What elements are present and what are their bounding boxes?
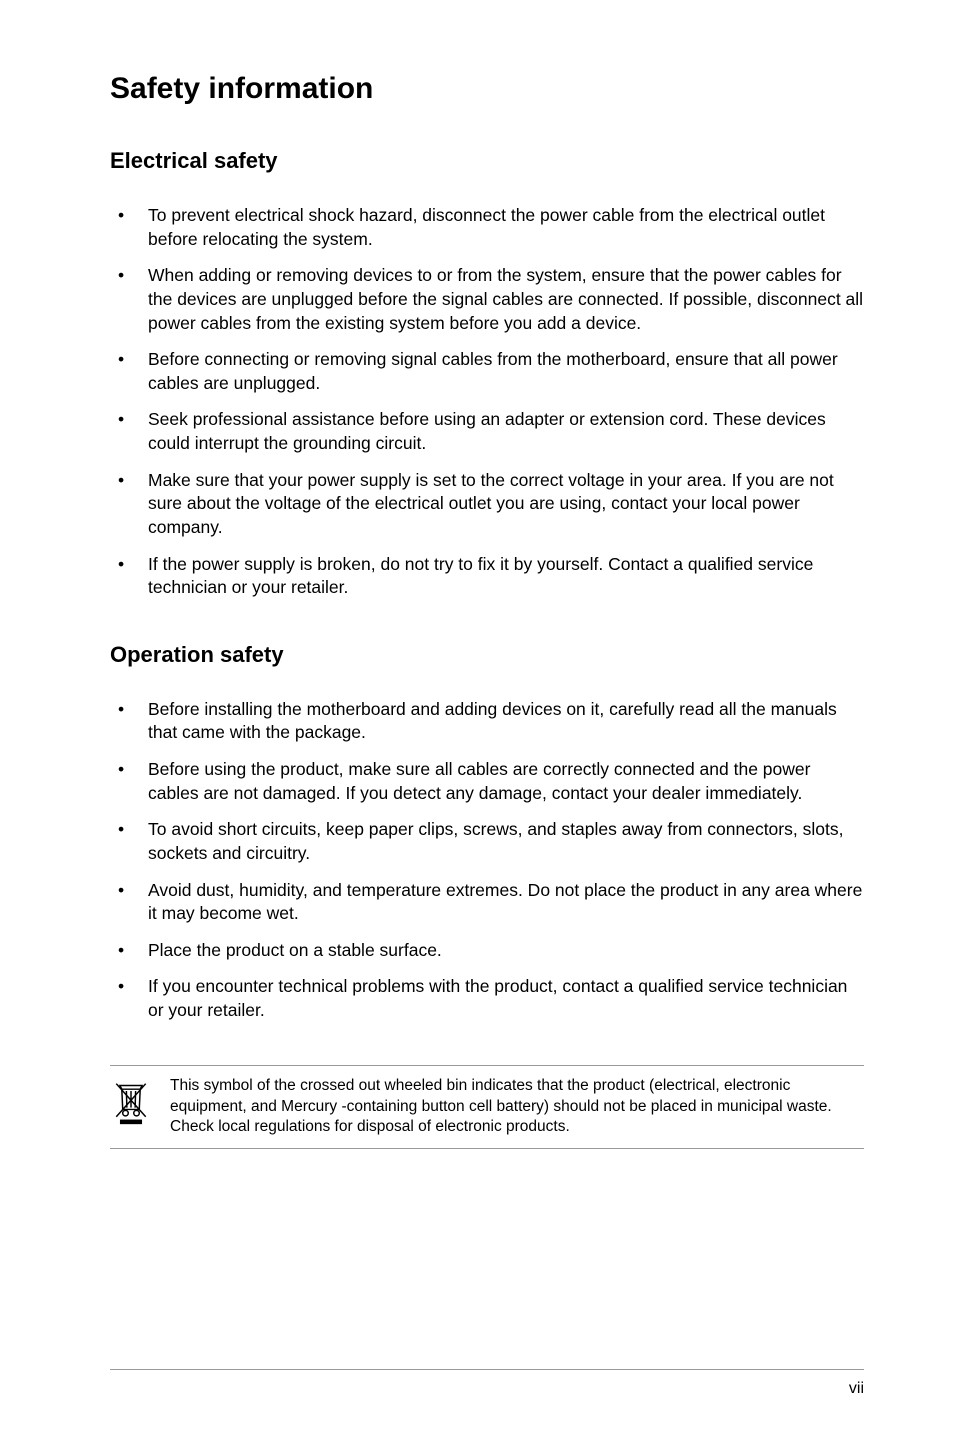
page-title: Safety information [110, 72, 864, 106]
list-item: • Seek professional assistance before us… [110, 408, 864, 455]
bullet-text: If you encounter technical problems with… [148, 975, 864, 1022]
list-item: • Make sure that your power supply is se… [110, 469, 864, 540]
bullet-icon: • [110, 698, 148, 722]
bullet-text: Seek professional assistance before usin… [148, 408, 864, 455]
bullet-icon: • [110, 818, 148, 842]
bullet-text: To avoid short circuits, keep paper clip… [148, 818, 864, 865]
list-item: • Before connecting or removing signal c… [110, 348, 864, 395]
bullet-icon: • [110, 939, 148, 963]
bullet-text: Make sure that your power supply is set … [148, 469, 864, 540]
section-heading: Operation safety [110, 642, 864, 668]
list-item: • When adding or removing devices to or … [110, 264, 864, 335]
page-number: vii [110, 1369, 864, 1398]
bullet-text: To prevent electrical shock hazard, disc… [148, 204, 864, 251]
list-item: • If the power supply is broken, do not … [110, 553, 864, 600]
bullet-text: Place the product on a stable surface. [148, 939, 864, 963]
bullet-icon: • [110, 469, 148, 493]
notice-text: This symbol of the crossed out wheeled b… [170, 1076, 864, 1139]
bullet-icon: • [110, 879, 148, 903]
bullet-icon: • [110, 264, 148, 288]
bullet-list: • To prevent electrical shock hazard, di… [110, 204, 864, 600]
list-item: • To avoid short circuits, keep paper cl… [110, 818, 864, 865]
bullet-icon: • [110, 553, 148, 577]
bullet-icon: • [110, 758, 148, 782]
bullet-text: Before connecting or removing signal cab… [148, 348, 864, 395]
list-item: • Before using the product, make sure al… [110, 758, 864, 805]
list-item: • To prevent electrical shock hazard, di… [110, 204, 864, 251]
bullet-text: If the power supply is broken, do not tr… [148, 553, 864, 600]
bullet-icon: • [110, 204, 148, 228]
list-item: • If you encounter technical problems wi… [110, 975, 864, 1022]
bullet-text: Avoid dust, humidity, and temperature ex… [148, 879, 864, 926]
bullet-text: Before using the product, make sure all … [148, 758, 864, 805]
bullet-text: When adding or removing devices to or fr… [148, 264, 864, 335]
bullet-icon: • [110, 348, 148, 372]
weee-bin-icon [110, 1076, 170, 1131]
list-item: • Place the product on a stable surface. [110, 939, 864, 963]
section-electrical-safety: Electrical safety • To prevent electrica… [110, 148, 864, 600]
list-item: • Before installing the motherboard and … [110, 698, 864, 745]
bullet-list: • Before installing the motherboard and … [110, 698, 864, 1023]
bullet-icon: • [110, 975, 148, 999]
section-heading: Electrical safety [110, 148, 864, 174]
bullet-icon: • [110, 408, 148, 432]
weee-notice: This symbol of the crossed out wheeled b… [110, 1065, 864, 1150]
section-operation-safety: Operation safety • Before installing the… [110, 642, 864, 1023]
bullet-text: Before installing the motherboard and ad… [148, 698, 864, 745]
list-item: • Avoid dust, humidity, and temperature … [110, 879, 864, 926]
